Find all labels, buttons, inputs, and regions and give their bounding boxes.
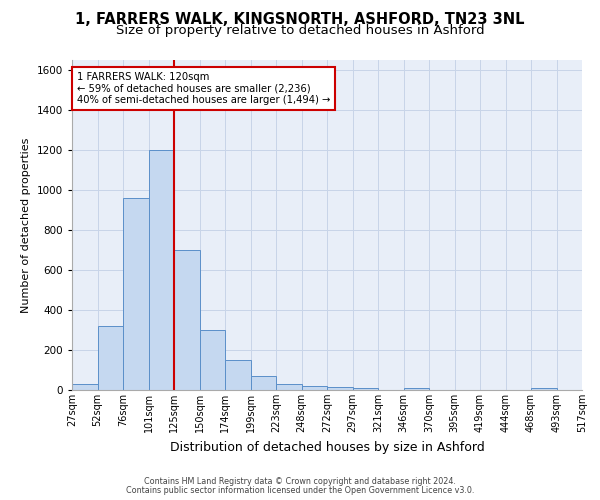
Bar — [353, 388, 378, 390]
Bar — [302, 386, 327, 390]
Text: Size of property relative to detached houses in Ashford: Size of property relative to detached ho… — [116, 24, 484, 37]
Bar — [199, 330, 225, 390]
Bar — [123, 198, 149, 390]
Bar — [149, 150, 174, 390]
Bar — [327, 387, 353, 390]
Text: 1 FARRERS WALK: 120sqm
← 59% of detached houses are smaller (2,236)
40% of semi-: 1 FARRERS WALK: 120sqm ← 59% of detached… — [77, 72, 331, 105]
Bar — [276, 384, 302, 390]
Bar — [251, 376, 276, 390]
X-axis label: Distribution of detached houses by size in Ashford: Distribution of detached houses by size … — [170, 440, 484, 454]
Bar — [72, 384, 97, 390]
Bar — [97, 326, 123, 390]
Text: 1, FARRERS WALK, KINGSNORTH, ASHFORD, TN23 3NL: 1, FARRERS WALK, KINGSNORTH, ASHFORD, TN… — [75, 12, 525, 28]
Text: Contains HM Land Registry data © Crown copyright and database right 2024.: Contains HM Land Registry data © Crown c… — [144, 477, 456, 486]
Y-axis label: Number of detached properties: Number of detached properties — [21, 138, 31, 312]
Bar — [531, 388, 557, 390]
Bar — [225, 360, 251, 390]
Text: Contains public sector information licensed under the Open Government Licence v3: Contains public sector information licen… — [126, 486, 474, 495]
Bar — [404, 388, 429, 390]
Bar — [174, 250, 199, 390]
